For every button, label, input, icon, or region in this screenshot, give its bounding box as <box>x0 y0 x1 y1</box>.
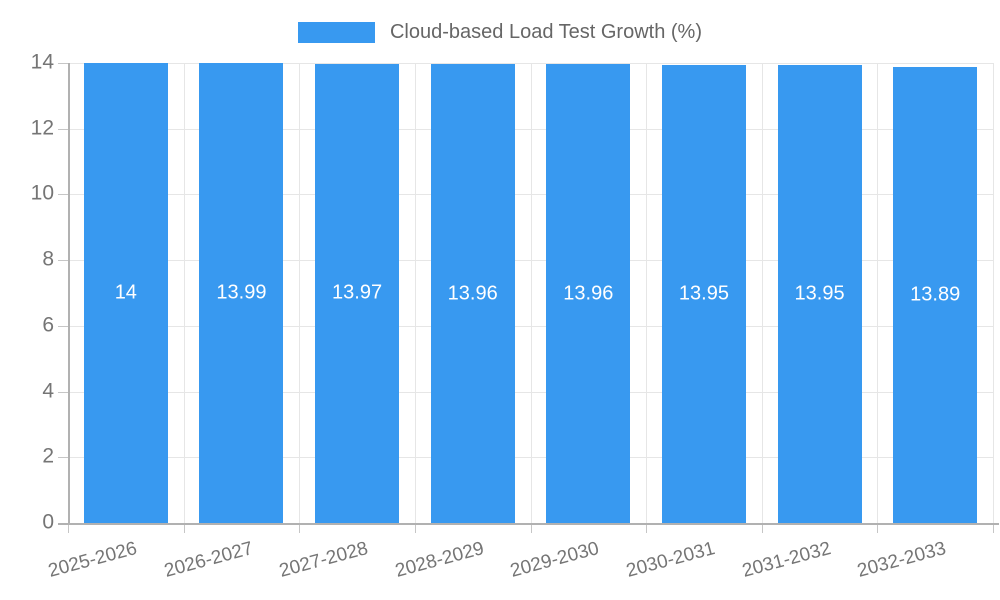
y-axis-tick <box>58 63 68 64</box>
bar[interactable] <box>199 63 284 523</box>
x-axis-tick <box>415 525 416 533</box>
x-gridline <box>184 63 185 523</box>
x-axis-tick <box>531 525 532 533</box>
y-gridline <box>68 129 993 130</box>
x-gridline <box>993 63 994 523</box>
bar-value-label: 14 <box>114 281 137 304</box>
x-gridline <box>415 63 416 523</box>
x-axis-category-label: 2031-2032 <box>739 538 833 582</box>
x-gridline <box>299 63 300 523</box>
y-axis-tick-label: 12 <box>30 116 54 140</box>
y-axis-tick <box>58 457 68 458</box>
x-axis-category-label: 2027-2028 <box>277 538 371 582</box>
bar[interactable] <box>430 64 515 523</box>
y-axis-tick-label: 10 <box>30 181 54 205</box>
y-axis-tick-label: 8 <box>42 247 54 271</box>
x-axis-tick <box>877 525 878 533</box>
x-axis-line <box>58 523 999 525</box>
y-gridline <box>68 63 993 64</box>
bar[interactable] <box>83 63 168 523</box>
bar-value-label: 13.96 <box>563 282 614 305</box>
x-gridline <box>531 63 532 523</box>
x-gridline <box>877 63 878 523</box>
x-axis-category-label: 2025-2026 <box>46 538 140 582</box>
x-axis-category-label: 2030-2031 <box>624 538 718 582</box>
bar-value-label: 13.96 <box>447 282 498 305</box>
x-axis-tick <box>184 525 185 533</box>
bar[interactable] <box>546 64 631 523</box>
x-axis-tick <box>762 525 763 533</box>
x-axis-category-label: 2026-2027 <box>161 538 255 582</box>
bar[interactable] <box>661 64 746 523</box>
y-gridline <box>68 392 993 393</box>
y-axis-tick <box>58 392 68 393</box>
bar-value-label: 13.99 <box>216 281 267 304</box>
legend-swatch-icon[interactable] <box>297 22 375 43</box>
bar-value-label: 13.97 <box>332 281 383 304</box>
x-axis-tick <box>993 525 994 533</box>
x-axis-category-label: 2028-2029 <box>392 538 487 582</box>
y-gridline <box>68 260 993 261</box>
y-axis-tick <box>58 326 68 327</box>
x-axis-category-label: 2032-2033 <box>855 538 949 582</box>
y-axis-tick-label: 0 <box>42 510 54 534</box>
bar-value-label: 13.95 <box>794 282 845 305</box>
y-axis-tick-label: 14 <box>30 50 54 74</box>
x-axis-tick <box>299 525 300 533</box>
bar[interactable] <box>315 63 400 523</box>
bar-value-label: 13.95 <box>678 282 729 305</box>
x-gridline <box>762 63 763 523</box>
y-gridline <box>68 457 993 458</box>
x-axis-tick <box>646 525 647 533</box>
bar-value-label: 13.89 <box>910 283 961 306</box>
y-axis-tick <box>58 194 68 195</box>
y-axis-tick <box>58 260 68 261</box>
y-gridline <box>68 194 993 195</box>
y-axis-line <box>68 63 70 525</box>
y-axis-tick-label: 4 <box>42 379 54 403</box>
bar[interactable] <box>893 66 978 523</box>
bar[interactable] <box>777 64 862 523</box>
y-axis-tick-label: 2 <box>42 444 54 468</box>
legend-label[interactable]: Cloud-based Load Test Growth (%) <box>389 21 702 43</box>
x-gridline <box>646 63 647 523</box>
y-axis-tick <box>58 129 68 130</box>
x-axis-category-label: 2029-2030 <box>508 538 602 582</box>
y-axis-tick-label: 6 <box>42 313 54 337</box>
x-axis-tick <box>68 525 69 533</box>
chart-legend[interactable]: Cloud-based Load Test Growth (%) <box>0 22 1000 43</box>
y-gridline <box>68 326 993 327</box>
